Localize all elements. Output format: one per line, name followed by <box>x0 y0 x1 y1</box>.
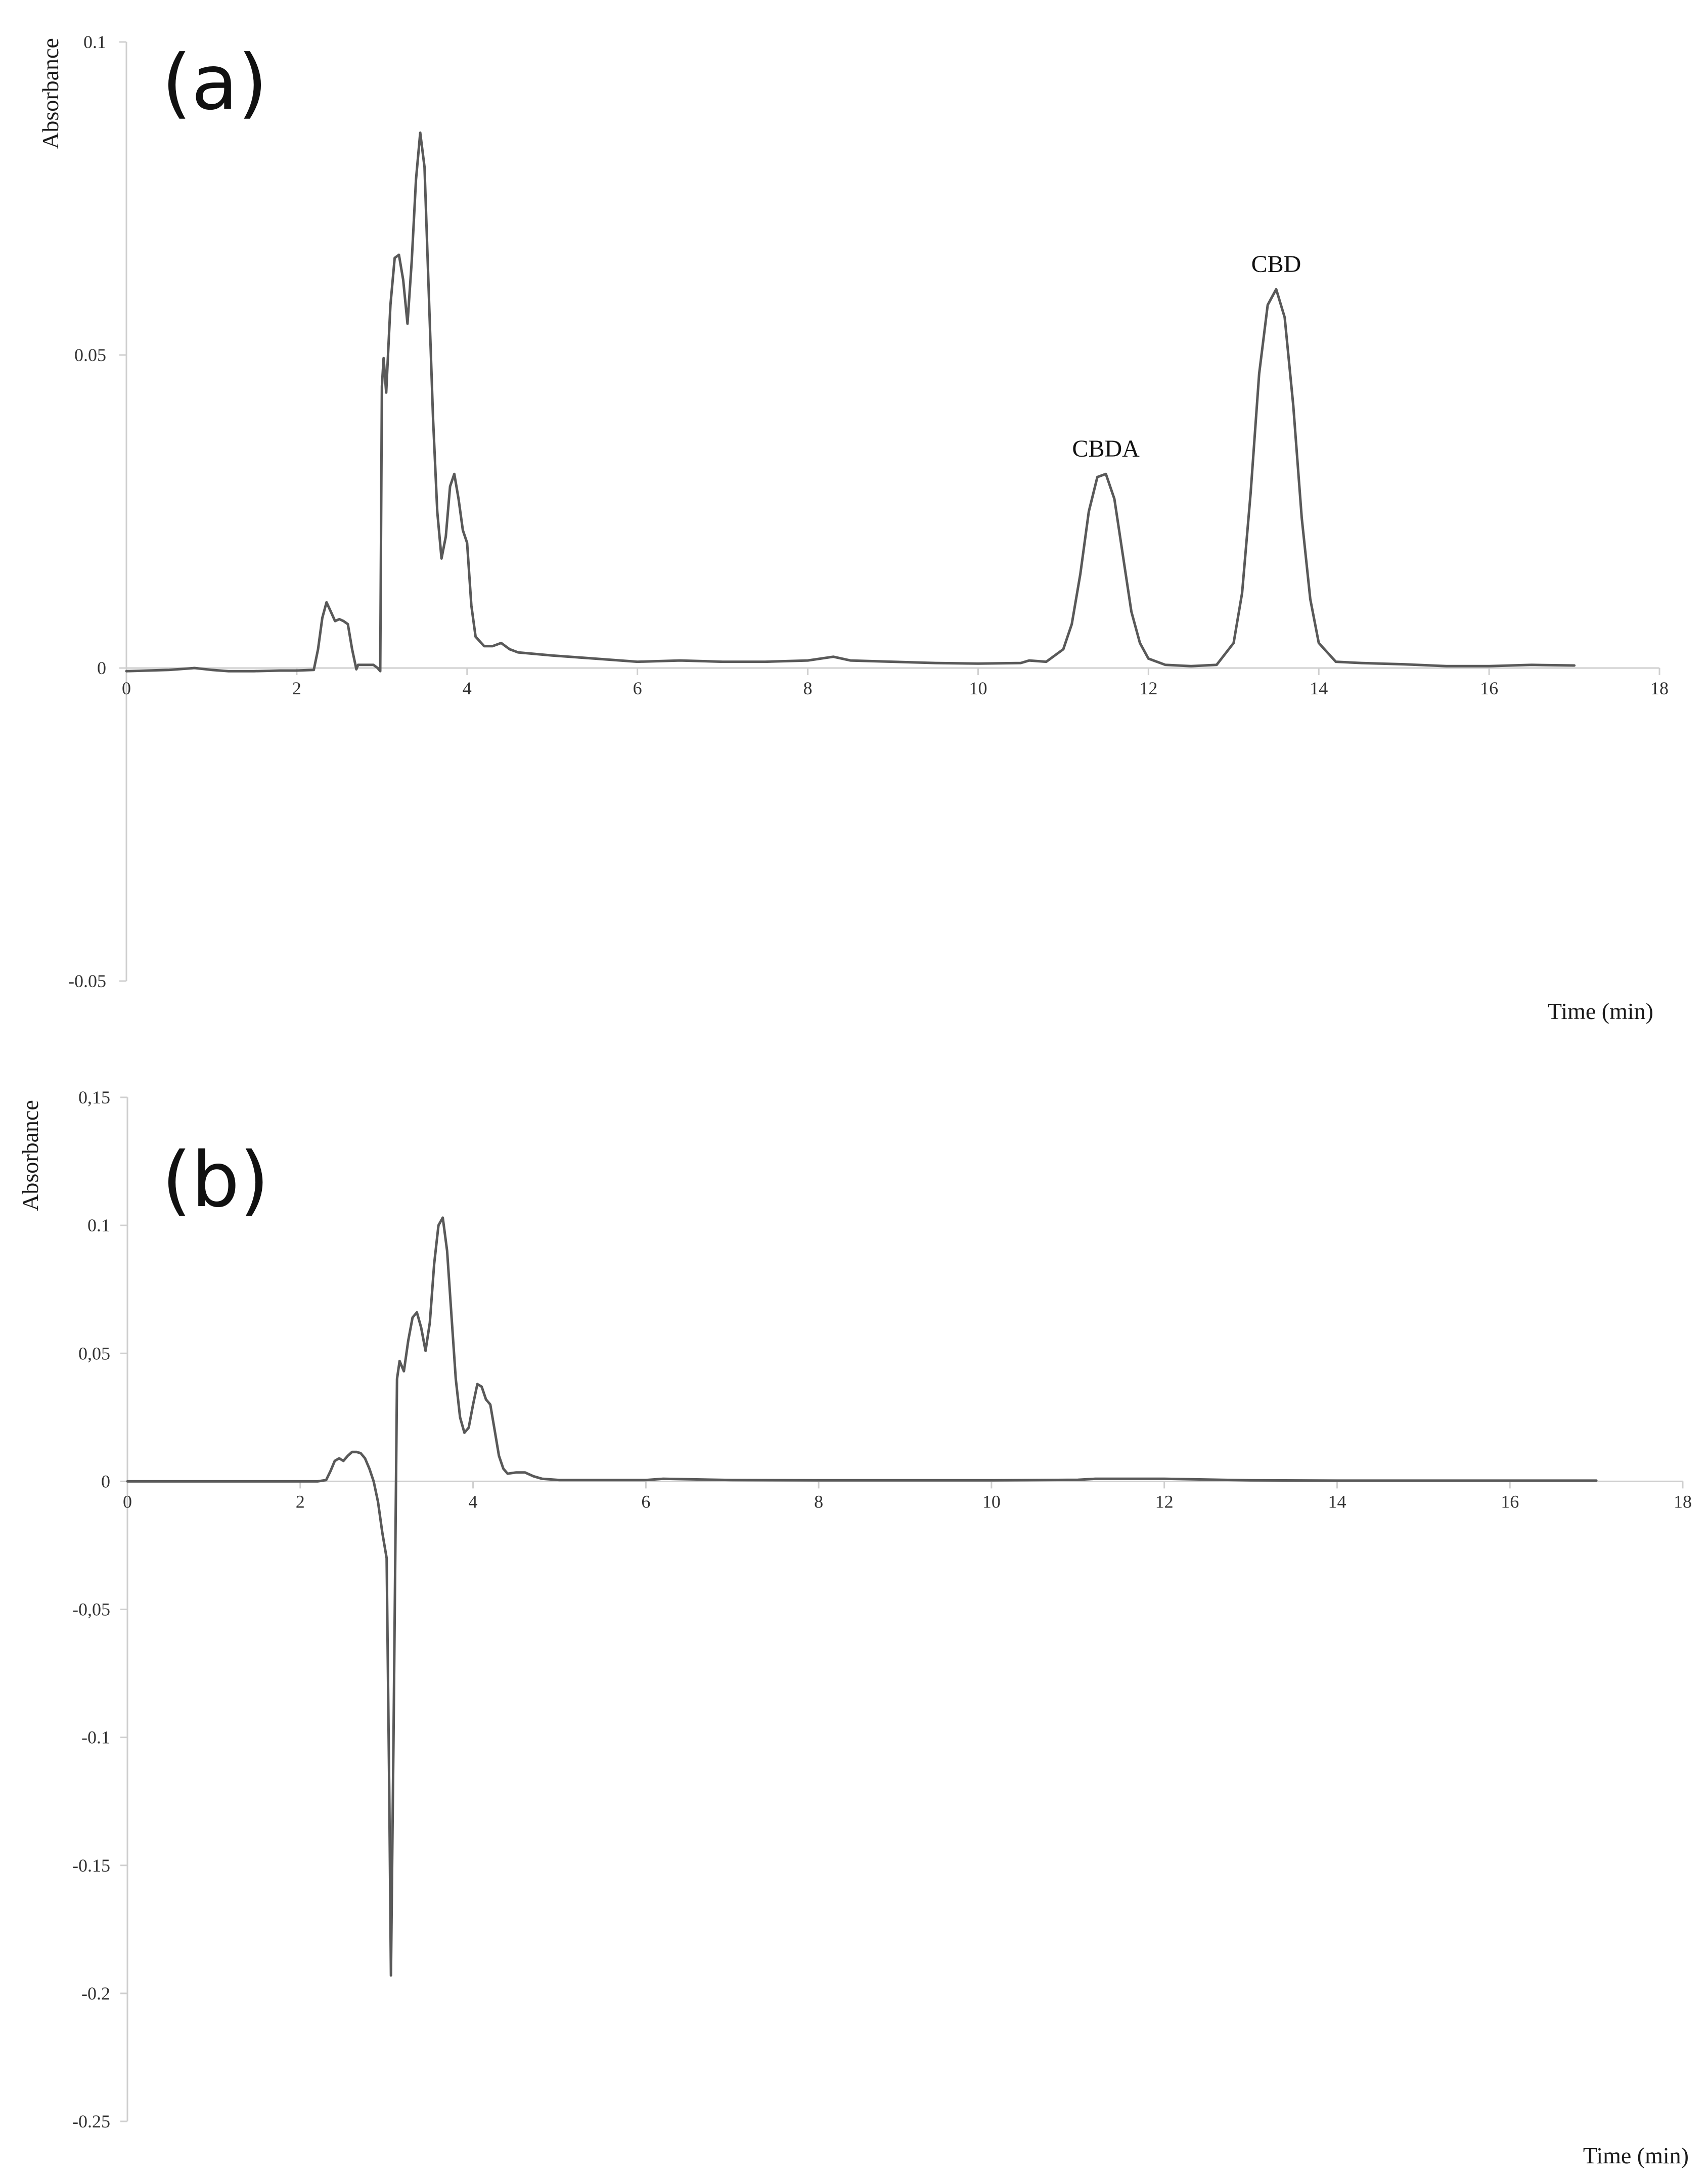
panel-b-x-axis-title: Time (min) <box>1583 2143 1689 2168</box>
panel-b-chromatogram-trace <box>126 1216 1598 1977</box>
panel-b-x-tick-label: 4 <box>469 1491 478 1512</box>
panel-b-x-tick-label: 8 <box>814 1491 823 1512</box>
panel-a-x-tick-label: 12 <box>1139 678 1157 698</box>
panel-b-x-tick-label: 10 <box>982 1491 1001 1512</box>
panel-b-chart: (b) Absorbance Time (min) -0.25 -0.2 -0.15… <box>17 1087 1692 2168</box>
panel-b-x-tick-label: 6 <box>641 1491 650 1512</box>
panel-a-x-tick-label: 4 <box>463 678 472 698</box>
panel-a-y-tick-label: 0.1 <box>83 32 106 52</box>
panel-b-x-tick-label: 12 <box>1155 1491 1174 1512</box>
panel-b-y-tick-label: -0.15 <box>72 1855 110 1876</box>
panel-b-y-tick-label: 0.1 <box>87 1215 110 1235</box>
panel-b-y-tick-label: -0,05 <box>72 1600 110 1620</box>
panel-b-y-tick-label: -0.2 <box>81 1983 110 2004</box>
panel-a-axes: -0.05 0 0.05 0.1 0 2 4 6 8 10 12 14 16 18 <box>68 32 1669 991</box>
panel-b-plot-area <box>126 1216 1598 1977</box>
panel-b-y-tick-label: -0.25 <box>72 2111 110 2131</box>
panel-a-x-tick-label: 16 <box>1480 678 1498 698</box>
panel-a-x-axis-title: Time (min) <box>1548 998 1653 1024</box>
panel-b-x-tick-label: 14 <box>1328 1491 1346 1512</box>
panel-a-x-tick-label: 14 <box>1310 678 1328 698</box>
panel-a-x-tick-label: 10 <box>969 678 987 698</box>
panel-a-y-tick-label: 0 <box>97 658 106 678</box>
panel-b-axes: -0.25 -0.2 -0.15 -0.1 -0,05 0 0,05 0.1 0,15 0 2 4 6 8… <box>72 1087 1692 2131</box>
panel-a-label: (a) <box>162 39 267 127</box>
panel-a-x-tick-label: 0 <box>122 678 131 698</box>
panel-b-y-tick-label: 0 <box>101 1471 110 1491</box>
panel-b-x-tick-label: 2 <box>296 1491 305 1512</box>
panel-a-x-tick-label: 8 <box>803 678 813 698</box>
panel-b-y-tick-label: 0,05 <box>78 1343 110 1363</box>
panel-a-x-tick-label: 2 <box>292 678 301 698</box>
panel-b-y-axis-title: Absorbance <box>17 1100 43 1211</box>
panel-b-x-tick-label: 16 <box>1501 1491 1519 1512</box>
panel-b-x-tick-label: 18 <box>1674 1491 1692 1512</box>
panel-a-chromatogram-trace <box>125 131 1576 673</box>
panel-a-y-tick-label: -0.05 <box>68 971 106 991</box>
panel-b-label: (b) <box>162 1136 269 1224</box>
panel-a-y-axis-title: Absorbance <box>37 38 63 149</box>
panel-a-x-tick-label: 6 <box>633 678 642 698</box>
panel-b-y-tick-label: 0,15 <box>78 1087 110 1107</box>
peak-label-cbd: CBD <box>1251 251 1301 278</box>
panel-a-y-tick-label: 0.05 <box>74 345 106 365</box>
panel-b-y-tick-label: -0.1 <box>81 1727 110 1748</box>
panel-a-chart: (a) Absorbance Time (min) -0.05 0 0.05 0.1 0… <box>37 32 1669 1024</box>
panel-a-plot-area <box>125 131 1576 673</box>
panel-b-x-tick-label: 0 <box>123 1491 132 1512</box>
panel-a-x-tick-label: 18 <box>1650 678 1669 698</box>
peak-label-cbda: CBDA <box>1072 435 1140 462</box>
